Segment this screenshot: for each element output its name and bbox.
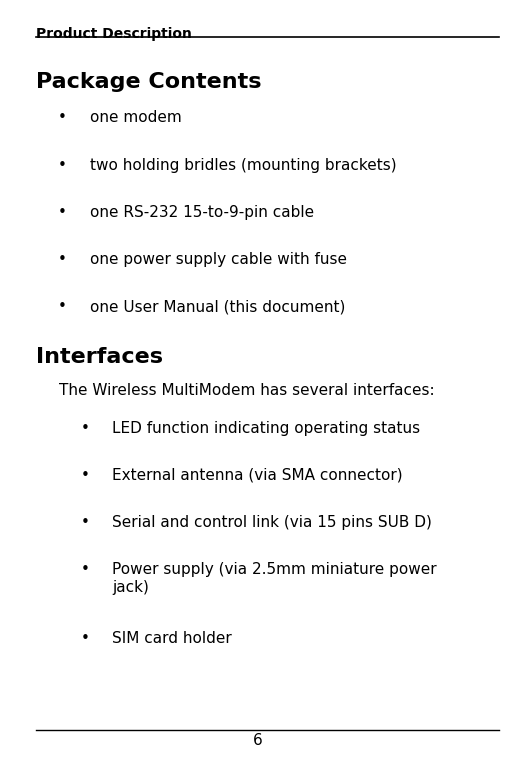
Text: Package Contents: Package Contents: [36, 72, 261, 92]
Text: •: •: [80, 562, 89, 578]
Text: The Wireless MultiModem has several interfaces:: The Wireless MultiModem has several inte…: [59, 383, 435, 399]
Text: Product Description: Product Description: [36, 27, 192, 40]
Text: •: •: [80, 631, 89, 646]
Text: Power supply (via 2.5mm miniature power
jack): Power supply (via 2.5mm miniature power …: [112, 562, 437, 595]
Text: •: •: [80, 468, 89, 483]
Text: SIM card holder: SIM card holder: [112, 631, 232, 646]
Text: Serial and control link (via 15 pins SUB D): Serial and control link (via 15 pins SUB…: [112, 515, 432, 530]
Text: •: •: [58, 252, 66, 267]
Text: Interfaces: Interfaces: [36, 347, 163, 367]
Text: one RS-232 15-to-9-pin cable: one RS-232 15-to-9-pin cable: [90, 205, 314, 220]
Text: •: •: [58, 158, 66, 173]
Text: •: •: [58, 299, 66, 315]
Text: one power supply cable with fuse: one power supply cable with fuse: [90, 252, 347, 267]
Text: LED function indicating operating status: LED function indicating operating status: [112, 421, 420, 436]
Text: •: •: [58, 205, 66, 220]
Text: •: •: [58, 110, 66, 126]
Text: 6: 6: [252, 733, 262, 748]
Text: External antenna (via SMA connector): External antenna (via SMA connector): [112, 468, 403, 483]
Text: two holding bridles (mounting brackets): two holding bridles (mounting brackets): [90, 158, 397, 173]
Text: one modem: one modem: [90, 110, 182, 126]
Text: one User Manual (this document): one User Manual (this document): [90, 299, 345, 315]
Text: •: •: [80, 421, 89, 436]
Text: •: •: [80, 515, 89, 530]
